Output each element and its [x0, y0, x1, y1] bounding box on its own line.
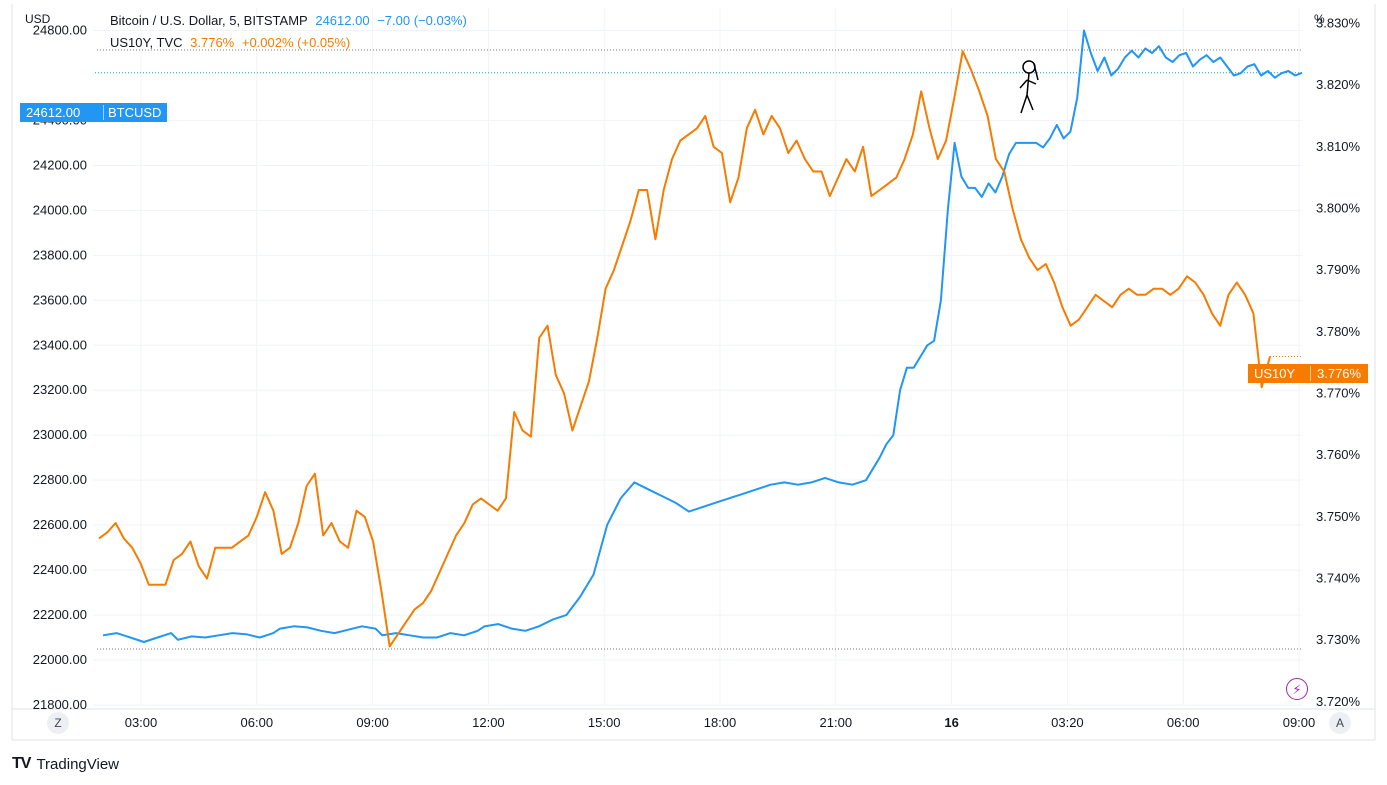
chart-svg[interactable]: 24800.0024400.0024200.0024000.0023800.00…	[0, 0, 1387, 745]
timezone-button[interactable]: Z	[47, 712, 69, 734]
right-tick-label: 3.730%	[1316, 632, 1361, 647]
right-tick-label: 3.750%	[1316, 509, 1361, 524]
right-percent-axis[interactable]: 3.830% 3.820% 3.810% 3.800% 3.790% 3.780% 3.77…	[1316, 15, 1361, 708]
left-axis-unit: USD	[25, 12, 51, 26]
doodle-figure-icon	[1019, 60, 1039, 114]
us10y-yield-line	[98, 50, 1271, 648]
us10y-legend-price: 3.776%	[190, 35, 235, 50]
series-layer	[98, 29, 1303, 648]
right-tick-label: 3.800%	[1316, 200, 1361, 215]
chart-area[interactable]: 24800.0024400.0024200.0024000.0023800.00…	[0, 0, 1387, 745]
btc-legend-change: −7.00 (−0.03%)	[377, 13, 467, 28]
time-tick-label: 21:00	[820, 715, 853, 730]
btc-tag-value: 24612.00	[26, 105, 81, 120]
left-tick-label: 23200.00	[33, 382, 87, 397]
us10y-legend-change: +0.002% (+0.05%)	[241, 35, 351, 50]
left-price-axis[interactable]: 24800.0024400.0024200.0024000.0023800.00…	[33, 22, 87, 712]
btc-price-tag: 24612.00 BTCUSD	[20, 103, 167, 122]
right-tick-label: 3.830%	[1316, 15, 1361, 30]
time-tick-label: 16	[944, 715, 958, 730]
left-tick-label: 22600.00	[33, 517, 87, 532]
left-tick-label: 22200.00	[33, 607, 87, 622]
time-tick-label: 06:00	[241, 715, 274, 730]
right-tick-label: 3.740%	[1316, 571, 1361, 586]
us10y-price-tag: US10Y 3.776%	[1248, 364, 1368, 383]
auto-scale-button[interactable]: A	[1329, 712, 1351, 734]
time-tick-label: 18:00	[704, 715, 737, 730]
right-tick-label: 3.780%	[1316, 324, 1361, 339]
left-tick-label: 23800.00	[33, 247, 87, 262]
time-tick-label: 03:00	[125, 715, 158, 730]
left-tick-label: 24800.00	[33, 22, 87, 37]
left-tick-label: 22000.00	[33, 652, 87, 667]
time-tick-label: 09:00	[1283, 715, 1316, 730]
us10y-legend-name: US10Y, TVC	[110, 35, 183, 50]
tradingview-brand[interactable]: TV TradingView	[12, 755, 119, 773]
btc-legend-name: Bitcoin / U.S. Dollar, 5, BITSTAMP	[110, 13, 308, 28]
right-tick-label: 3.770%	[1316, 386, 1361, 401]
time-tick-label: 03:20	[1051, 715, 1084, 730]
us10y-legend[interactable]: US10Y, TVC 3.776% +0.002% (+0.05%)	[110, 35, 354, 50]
grid-layer	[11, 4, 1376, 741]
tradingview-brand-name: TradingView	[36, 755, 119, 773]
us10y-tag-symbol: US10Y	[1254, 366, 1296, 381]
time-tick-label: 15:00	[588, 715, 621, 730]
left-tick-label: 23400.00	[33, 337, 87, 352]
right-tick-label: 3.810%	[1316, 139, 1361, 154]
right-axis-unit: %	[1314, 12, 1325, 26]
right-tick-label: 3.760%	[1316, 447, 1361, 462]
right-tick-label: 3.720%	[1316, 694, 1361, 709]
time-tick-label: 09:00	[356, 715, 389, 730]
time-tick-label: 06:00	[1167, 715, 1200, 730]
left-tick-label: 23000.00	[33, 427, 87, 442]
right-tick-label: 3.820%	[1316, 77, 1361, 92]
us10y-tag-separator	[1310, 366, 1311, 381]
doodle-body	[1019, 63, 1039, 114]
time-axis[interactable]: 03:00 06:00 09:00 12:00 15:00 18:00 21:00 16 03:…	[125, 715, 1316, 730]
lightning-icon[interactable]: ⚡	[1286, 678, 1308, 700]
left-tick-label: 21800.00	[33, 697, 87, 712]
left-tick-label: 24000.00	[33, 202, 87, 217]
tradingview-logo-icon: TV	[12, 755, 31, 772]
us10y-tag-value: 3.776%	[1317, 366, 1362, 381]
btc-price-line	[102, 29, 1303, 643]
overlay-layer	[93, 49, 1302, 650]
time-tick-label: 12:00	[472, 715, 505, 730]
doodle-head	[1022, 60, 1036, 74]
btc-legend[interactable]: Bitcoin / U.S. Dollar, 5, BITSTAMP 24612…	[110, 13, 471, 28]
btc-tag-separator	[103, 105, 104, 120]
btc-legend-price: 24612.00	[315, 13, 370, 28]
left-tick-label: 22400.00	[33, 562, 87, 577]
right-tick-label: 3.790%	[1316, 262, 1361, 277]
btc-tag-symbol: BTCUSD	[108, 105, 162, 120]
left-tick-label: 24200.00	[33, 157, 87, 172]
left-tick-label: 23600.00	[33, 292, 87, 307]
left-tick-label: 22800.00	[33, 472, 87, 487]
